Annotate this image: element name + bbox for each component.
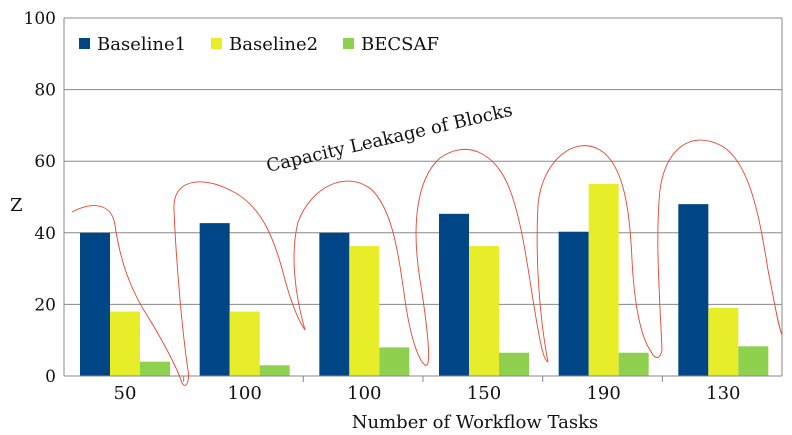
- legend-label-becsaf: BECSAF: [361, 34, 439, 55]
- x-tick-label: 100: [227, 383, 261, 404]
- x-tick-label: 190: [586, 383, 620, 404]
- scribble-loop-3: [536, 139, 783, 363]
- bar-baseline2-5: [708, 307, 739, 376]
- bar-becsaf-5: [738, 346, 769, 376]
- x-tick-label: 150: [467, 383, 501, 404]
- scribble-loop-1: [71, 181, 306, 386]
- bar-baseline2-0: [110, 311, 140, 376]
- bar-becsaf-1: [259, 365, 290, 376]
- legend-swatch-baseline2: [211, 38, 222, 49]
- axes: 0 20 40 60 80 100 50 100 100 150 190 130: [24, 9, 783, 404]
- y-axis-title: Z: [10, 195, 23, 216]
- y-tick-label: 40: [34, 224, 56, 244]
- x-tick-label: 100: [347, 383, 381, 404]
- handwritten-label: Capacity Leakage of Blocks: [264, 100, 514, 177]
- bar-baseline1-2: [319, 232, 350, 376]
- bar-baseline2-2: [349, 246, 380, 376]
- legend-swatch-becsaf: [343, 38, 354, 49]
- y-tick-label: 20: [34, 295, 56, 315]
- bar-baseline1-3: [439, 213, 469, 376]
- legend-label-baseline2: Baseline2: [229, 34, 318, 55]
- bar-baseline1-1: [199, 223, 230, 376]
- legend-swatch-baseline1: [79, 38, 90, 49]
- handwritten-annotation: [71, 139, 783, 386]
- legend: Baseline1 Baseline2 BECSAF: [79, 34, 439, 55]
- bar-becsaf-3: [499, 352, 529, 376]
- y-tick-label: 80: [34, 81, 56, 101]
- y-tick-label: 60: [34, 152, 56, 172]
- bar-baseline1-5: [678, 204, 709, 376]
- bar-becsaf-4: [618, 352, 649, 376]
- bar-baseline1-4: [558, 231, 589, 376]
- x-tick-label: 130: [706, 383, 740, 404]
- bar-series: [80, 183, 769, 376]
- y-tick-label: 0: [45, 367, 56, 387]
- bar-baseline1-0: [80, 232, 110, 376]
- legend-label-baseline1: Baseline1: [97, 34, 186, 55]
- bar-becsaf-2: [379, 347, 410, 376]
- bar-baseline2-1: [229, 311, 260, 376]
- scribble-loop-2: [293, 149, 549, 366]
- bar-baseline2-4: [588, 183, 619, 376]
- y-tick-label: 100: [24, 9, 56, 29]
- bar-becsaf-0: [140, 361, 170, 376]
- x-axis-title: Number of Workflow Tasks: [352, 412, 598, 433]
- x-tick-label: 50: [114, 383, 137, 404]
- gridlines: [64, 17, 782, 305]
- bar-baseline2-3: [469, 246, 499, 376]
